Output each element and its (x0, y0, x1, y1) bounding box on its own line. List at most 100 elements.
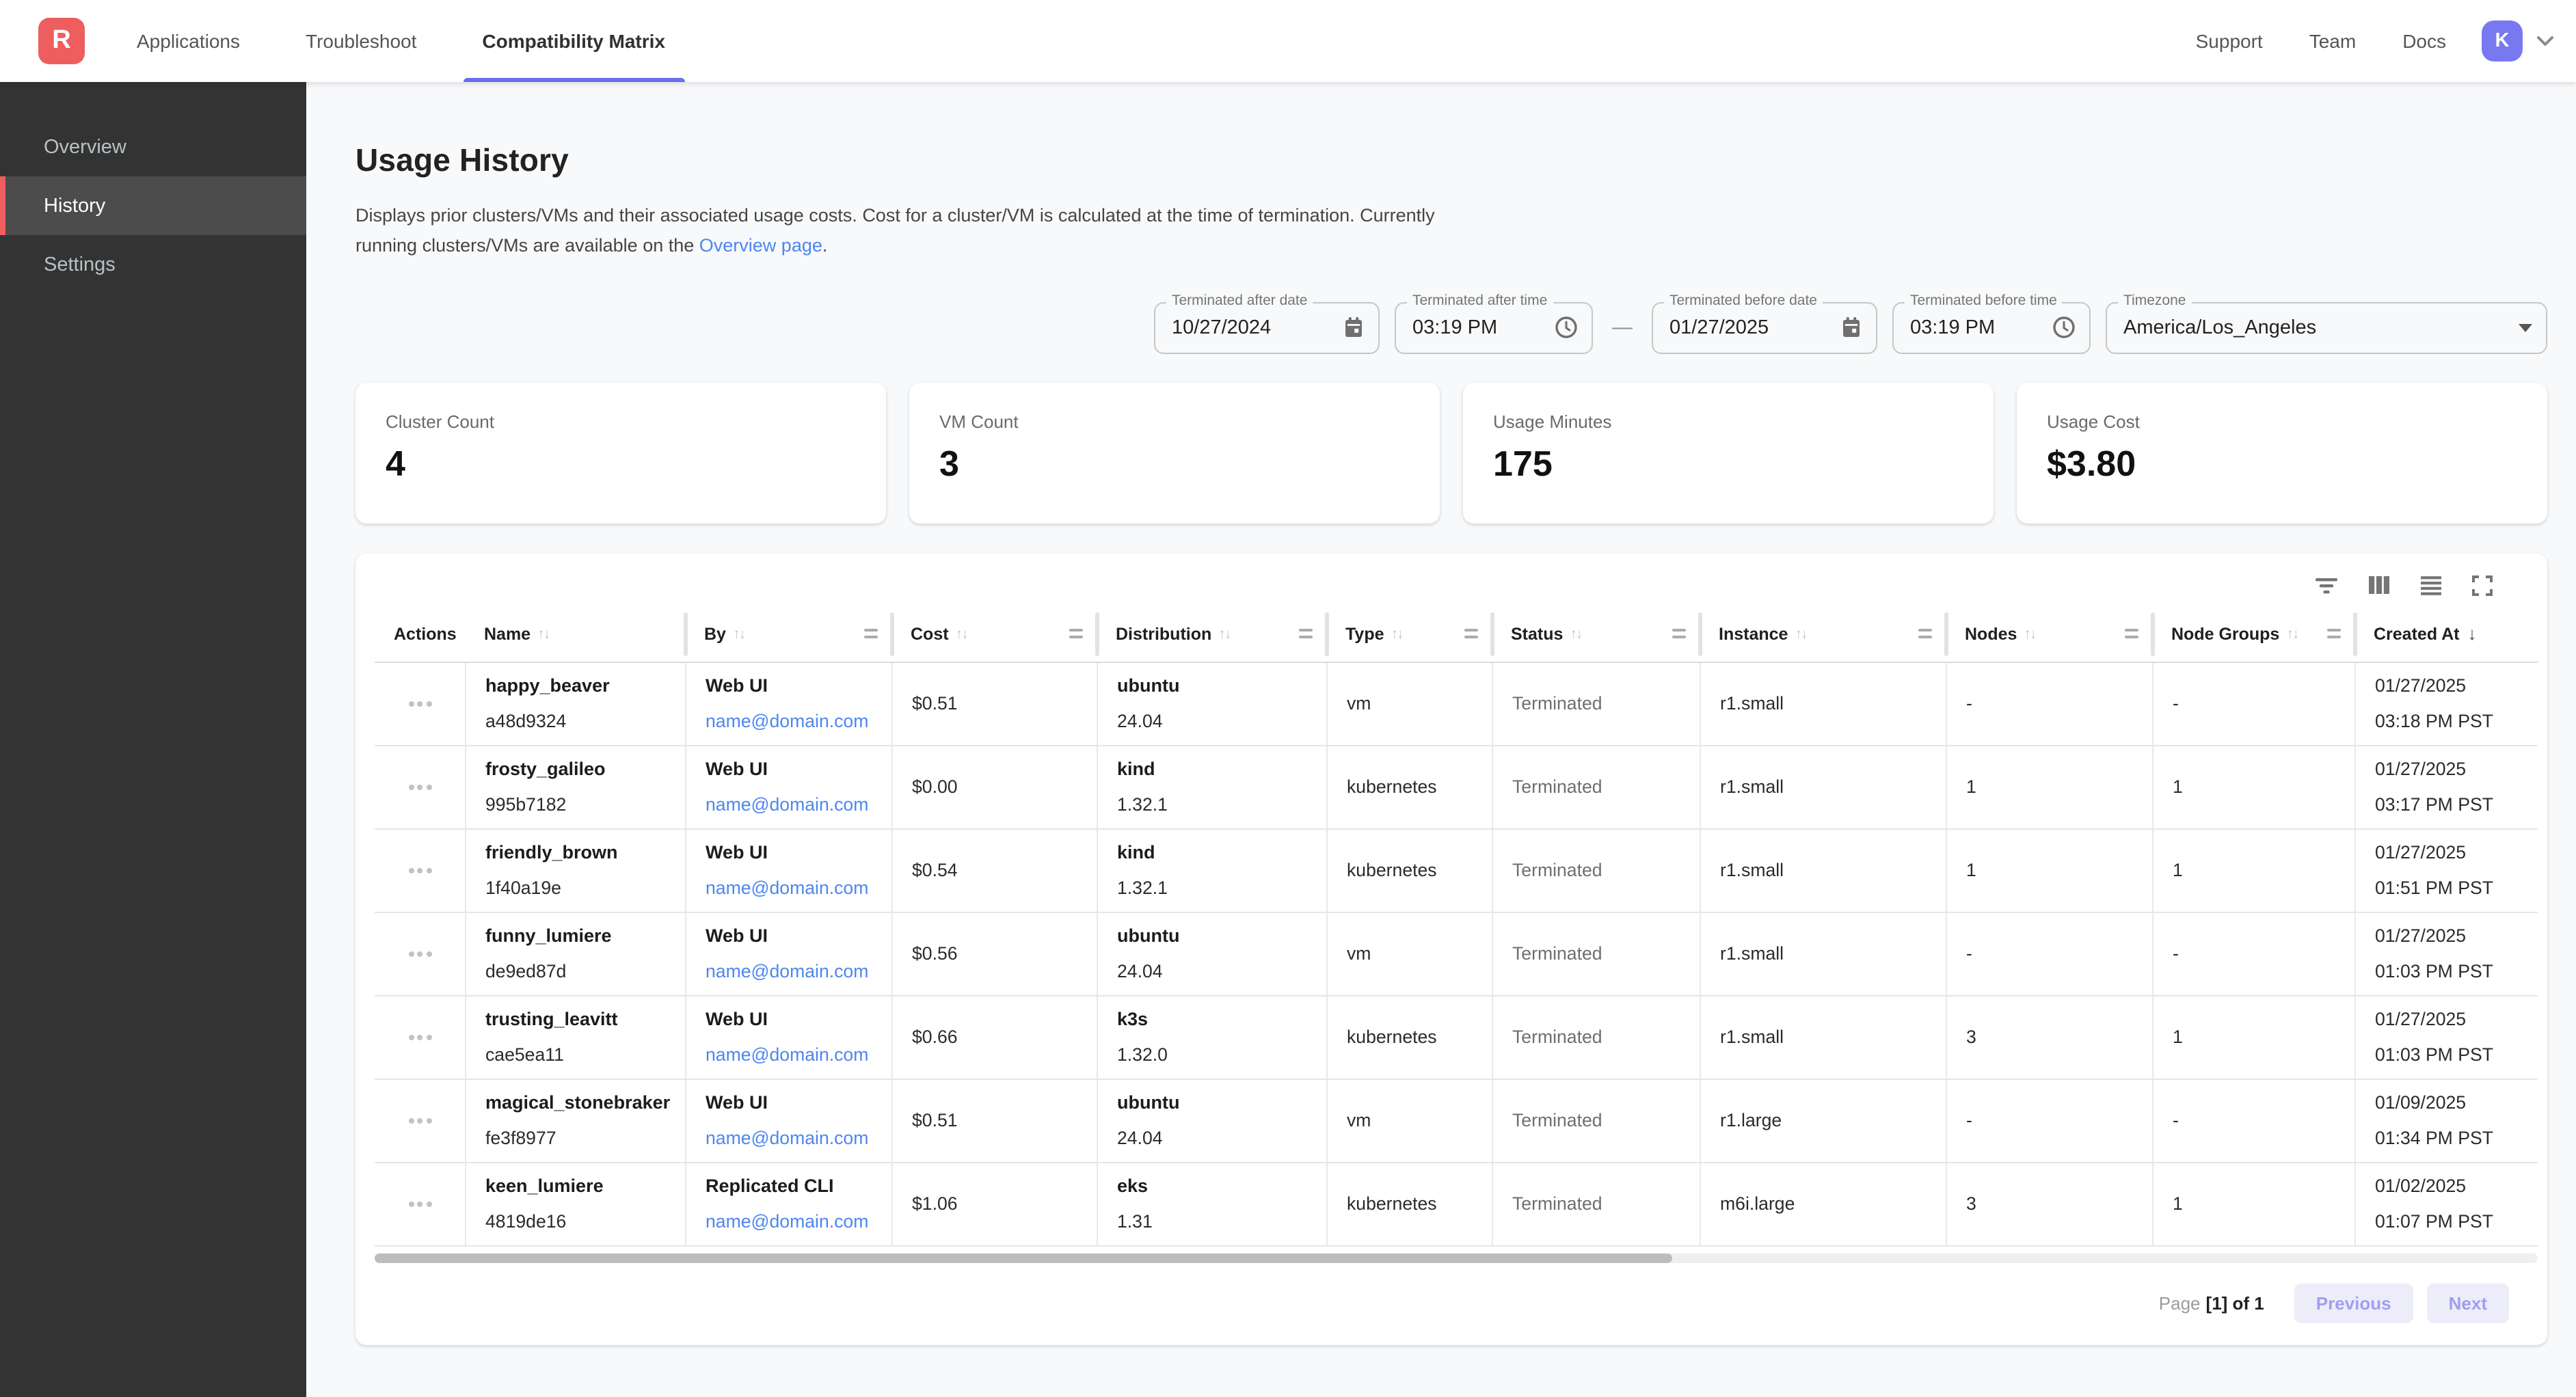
column-header-type[interactable]: Type ↑↓ (1324, 606, 1492, 661)
sort-desc-icon[interactable]: ↓ (2467, 623, 2477, 645)
cell-text: vm (1347, 943, 1371, 964)
sort-arrows-icon[interactable]: ↑↓ (955, 625, 969, 642)
calendar-icon[interactable] (1840, 316, 1862, 339)
dropdown-caret-icon[interactable] (2519, 323, 2532, 332)
calendar-icon[interactable] (1343, 316, 1365, 339)
column-menu-icon[interactable] (1069, 629, 1083, 638)
horizontal-scrollbar[interactable] (375, 1253, 2538, 1263)
column-header-node_groups[interactable]: Node Groups ↑↓ (2150, 606, 2354, 661)
row-actions-button[interactable] (375, 1034, 465, 1040)
stat-cards: Cluster Count 4 VM Count 3 Usage Minutes… (355, 382, 2547, 524)
cell-text: 24.04 (1117, 1128, 1163, 1149)
cell-text: 3 (1966, 1027, 1976, 1048)
column-menu-icon[interactable] (2327, 629, 2341, 638)
sort-arrows-icon[interactable]: ↑↓ (732, 625, 746, 642)
email-link[interactable]: name@domain.com (706, 961, 869, 982)
cell-instance: r1.small (1700, 996, 1946, 1079)
cell-text: r1.small (1720, 776, 1784, 798)
column-header-distribution[interactable]: Distribution ↑↓ (1095, 606, 1326, 661)
cell-name: happy_beaver a48d9324 (465, 662, 685, 745)
previous-page-button[interactable]: Previous (2294, 1283, 2413, 1323)
column-header-by[interactable]: By ↑↓ (683, 606, 891, 661)
cell-actions (375, 1163, 465, 1245)
email-link[interactable]: name@domain.com (706, 794, 869, 815)
terminated-after-date-field[interactable]: Terminated after date 10/27/2024 (1154, 292, 1380, 354)
cell-status: Terminated (1492, 1079, 1700, 1162)
cell-text: - (2173, 943, 2179, 964)
clock-icon[interactable] (1555, 316, 1578, 339)
cell-text: Replicated CLI (706, 1176, 834, 1197)
nav-link-team[interactable]: Team (2309, 30, 2357, 52)
column-menu-icon[interactable] (2125, 629, 2138, 638)
row-actions-button[interactable] (375, 867, 465, 873)
row-actions-button[interactable] (375, 1117, 465, 1124)
stat-card-vm-count: VM Count 3 (909, 382, 1440, 524)
column-header-created[interactable]: Created At ↓ (2352, 606, 2538, 661)
sort-arrows-icon[interactable]: ↑↓ (1391, 625, 1404, 642)
scrollbar-thumb[interactable] (375, 1253, 1673, 1263)
column-header-name[interactable]: Name ↑↓ (465, 606, 685, 661)
sort-arrows-icon[interactable]: ↑↓ (1218, 625, 1231, 642)
cell-instance: r1.small (1700, 912, 1946, 995)
cell-type: kubernetes (1326, 829, 1492, 912)
cell-instance: m6i.large (1700, 1163, 1946, 1245)
stat-value: $3.80 (2047, 442, 2136, 484)
density-icon[interactable] (2420, 575, 2442, 595)
column-menu-icon[interactable] (1672, 629, 1686, 638)
cell-text: 1f40a19e (485, 878, 561, 899)
row-actions-button[interactable] (375, 1201, 465, 1207)
column-header-cost[interactable]: Cost ↑↓ (889, 606, 1097, 661)
sidebar-item-settings[interactable]: Settings (44, 254, 116, 275)
tab-troubleshoot[interactable]: Troubleshoot (306, 30, 417, 52)
terminated-before-time-field[interactable]: Terminated before time 03:19 PM (1892, 292, 2091, 354)
sort-arrows-icon[interactable]: ↑↓ (2286, 625, 2299, 642)
cell-text: 01:34 PM PST (2375, 1128, 2493, 1149)
clock-icon[interactable] (2052, 316, 2076, 339)
sidebar-item-history[interactable]: History (0, 176, 306, 235)
filter-icon[interactable] (2315, 575, 2338, 595)
timezone-select[interactable]: Timezone America/Los_Angeles (2106, 292, 2547, 354)
cell-text: 01/09/2025 (2375, 1092, 2467, 1113)
email-link[interactable]: name@domain.com (706, 878, 869, 899)
sidebar-item-overview[interactable]: Overview (44, 136, 126, 158)
column-menu-icon[interactable] (1918, 629, 1932, 638)
fullscreen-icon[interactable] (2472, 575, 2493, 596)
cell-distribution: k3s 1.32.0 (1097, 996, 1326, 1079)
columns-icon[interactable] (2368, 575, 2390, 595)
column-menu-icon[interactable] (864, 629, 878, 638)
column-menu-icon[interactable] (1299, 629, 1313, 638)
row-actions-button[interactable] (375, 701, 465, 707)
cell-text: 01/27/2025 (2375, 675, 2467, 696)
column-header-instance[interactable]: Instance ↑↓ (1698, 606, 1946, 661)
column-header-status[interactable]: Status ↑↓ (1490, 606, 1700, 661)
email-link[interactable]: name@domain.com (706, 711, 869, 732)
nav-link-docs[interactable]: Docs (2402, 30, 2446, 52)
sort-arrows-icon[interactable]: ↑↓ (1795, 625, 1808, 642)
next-page-button[interactable]: Next (2426, 1283, 2509, 1323)
overview-page-link[interactable]: Overview page (699, 235, 822, 256)
nav-link-support[interactable]: Support (2195, 30, 2263, 52)
column-header-nodes[interactable]: Nodes ↑↓ (1944, 606, 2152, 661)
column-menu-icon[interactable] (1464, 629, 1478, 638)
cell-text: 01:51 PM PST (2375, 878, 2493, 899)
chevron-down-icon[interactable] (2536, 35, 2554, 47)
row-actions-button[interactable] (375, 951, 465, 957)
sort-arrows-icon[interactable]: ↑↓ (1570, 625, 1583, 642)
column-label: By (704, 624, 726, 644)
app-logo[interactable]: R (38, 18, 85, 64)
cell-text: frosty_galileo (485, 759, 606, 780)
email-link[interactable]: name@domain.com (706, 1211, 869, 1232)
sort-arrows-icon[interactable]: ↑↓ (537, 625, 550, 642)
cell-text: r1.small (1720, 1027, 1784, 1048)
sort-arrows-icon[interactable]: ↑↓ (2024, 625, 2037, 642)
filter-row: Terminated after date 10/27/2024 Termina… (355, 292, 2547, 354)
tab-applications[interactable]: Applications (137, 30, 240, 52)
email-link[interactable]: name@domain.com (706, 1128, 869, 1149)
terminated-before-date-field[interactable]: Terminated before date 01/27/2025 (1652, 292, 1877, 354)
terminated-after-time-field[interactable]: Terminated after time 03:19 PM (1395, 292, 1593, 354)
row-actions-button[interactable] (375, 784, 465, 790)
tab-compatibility-matrix[interactable]: Compatibility Matrix (463, 0, 684, 82)
email-link[interactable]: name@domain.com (706, 1044, 869, 1066)
avatar[interactable]: K (2482, 21, 2523, 62)
navbar-right: Support Team Docs K (2196, 21, 2576, 62)
